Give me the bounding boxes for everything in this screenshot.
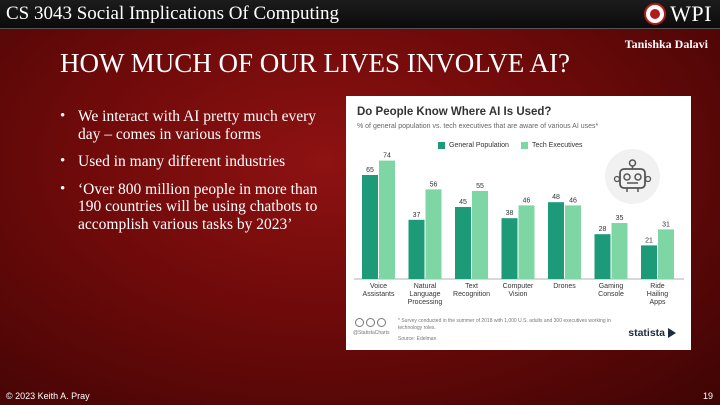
bar-tech [611,223,628,279]
by-icon [366,318,375,327]
bar-tech [425,189,442,279]
category-label: Computer [503,283,534,290]
robot-icon [605,149,660,204]
copyright: © 2023 Keith A. Pray [6,391,90,401]
bar-value-label: 45 [459,199,467,206]
bar-tech [472,191,488,279]
chart-footnote: * Survey conducted in the summer of 2018… [398,318,611,331]
legend-swatch [520,142,528,149]
bullet-text: We interact with AI pretty much every da… [78,108,317,143]
bar-value-label: 56 [430,181,438,188]
legend-item-tech: Tech Executives [520,142,583,149]
bullet-text: ‘Over 800 million people in more than 19… [78,180,318,233]
category-label: Apps [650,299,666,306]
chart-title: Do People Know Where AI Is Used? [357,106,552,118]
bar-value-label: 48 [552,194,560,201]
category-label: Voice [370,283,387,290]
bar-value-label: 65 [366,167,374,174]
bar-value-label: 28 [599,226,607,233]
category-label: Recognition [453,291,490,298]
category-label: Language [409,291,440,298]
cc-icon [355,318,364,327]
statista-logo: statista [628,327,677,339]
bar-tech [518,205,535,279]
bullet-item: • Used in many different industries [60,153,335,171]
brand-text: statista [628,327,665,339]
bullet-item: • We interact with AI pretty much every d… [60,108,335,143]
legend-label: Tech Executives [531,142,583,149]
header-bar: CS 3043 Social Implications Of Computing… [0,0,720,29]
bar-general [594,234,611,279]
category-label: Hailing [647,291,669,298]
category-label: Text [465,283,478,290]
nd-icon [377,318,386,327]
bar-value-label: 46 [569,197,577,204]
category-label: Vision [509,291,528,298]
presenter-name: Tanishka Dalavi [624,37,708,51]
bullet-dot-icon: • [60,180,66,197]
chart-source: Source: Edelman [398,336,437,342]
wpi-logo: WPI [644,1,712,27]
chart-footer: @StatistaCharts * Survey conducted in th… [352,316,685,346]
statista-mark-icon [668,328,676,338]
category-label: Gaming [599,283,624,290]
category-label: Drones [553,283,576,290]
category-label: Natural [414,283,437,290]
logo-text: WPI [670,1,712,26]
slide-title: HOW MUCH OF OUR LIVES INVOLVE AI? [60,48,570,78]
bar-tech [379,160,395,279]
bullet-list: • We interact with AI pretty much every d… [60,108,335,243]
bar-value-label: 38 [506,210,514,217]
bar-general [548,202,564,279]
bullet-dot-icon: • [60,108,66,124]
category-label: Console [598,291,624,298]
bar-value-label: 37 [413,212,421,219]
bar-value-label: 55 [476,183,484,190]
bar-tech [565,205,581,279]
bar-general [362,175,378,279]
chart-image: Do People Know Where AI Is Used? % of ge… [346,96,691,350]
seal-icon [644,3,667,25]
category-label: Ride [650,283,665,290]
bullet-dot-icon: • [60,153,66,169]
bar-value-label: 46 [523,197,531,204]
legend-swatch [438,142,445,149]
category-label: Processing [408,299,443,306]
bar-general [501,218,518,279]
bar-general [408,219,425,279]
bar-tech [658,229,674,279]
bar-general [641,245,657,279]
category-label: Assistants [363,291,395,298]
license-icons [355,318,386,327]
bar-value-label: 35 [616,215,624,222]
legend-label: General Population [449,142,509,149]
bar-value-label: 21 [645,237,653,244]
social-handle: @StatistaCharts [353,330,390,336]
bar-value-label: 31 [662,221,670,228]
chart-subtitle: % of general population vs. tech executi… [357,123,599,130]
course-title: CS 3043 Social Implications Of Computing [6,3,340,24]
bullet-text: Used in many different industries [78,153,286,170]
bar-value-label: 74 [383,153,391,160]
bullet-item: • ‘Over 800 million people in more than 1… [60,181,335,234]
page-number: 19 [702,391,713,401]
legend-item-general: General Population [438,142,509,149]
bar-general [455,207,471,279]
chart-legend: General Population Tech Executives [438,142,583,149]
